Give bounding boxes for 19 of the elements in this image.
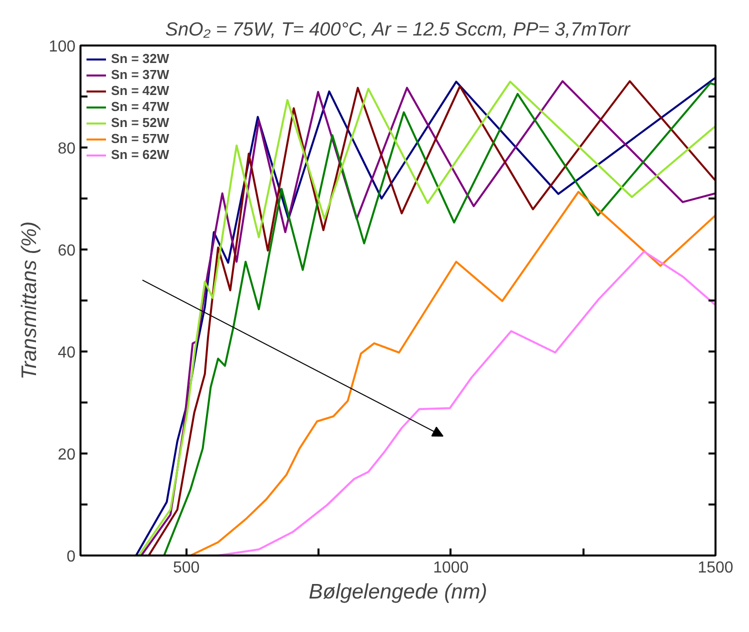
y-axis-title: Transmittans (%) xyxy=(18,221,41,380)
legend-label: Sn = 57W xyxy=(111,131,170,146)
chart-title: SnO₂ = 75W, T= 400°C, Ar = 12.5 Sccm, PP= 3,7mTorr xyxy=(165,20,631,40)
legend-label: Sn = 62W xyxy=(111,147,170,162)
legend-label: Sn = 37W xyxy=(111,67,170,82)
y-tick-label: 60 xyxy=(58,242,76,260)
legend-label: Sn = 42W xyxy=(111,83,170,98)
x-tick-label: 500 xyxy=(172,560,200,576)
y-tick-label: 80 xyxy=(58,140,76,158)
y-tick-label: 40 xyxy=(58,344,76,362)
y-tick-label: 0 xyxy=(66,548,76,566)
legend-label: Sn = 47W xyxy=(111,99,170,114)
legend-label: Sn = 52W xyxy=(111,115,170,130)
x-tick-label: 1000 xyxy=(433,560,469,576)
x-tick-label: 1500 xyxy=(698,560,734,576)
x-axis-title: Bølgelengede (nm) xyxy=(308,580,488,604)
legend-label: Sn = 32W xyxy=(111,51,170,66)
y-tick-label: 100 xyxy=(48,38,76,56)
y-tick-label: 20 xyxy=(58,446,76,464)
